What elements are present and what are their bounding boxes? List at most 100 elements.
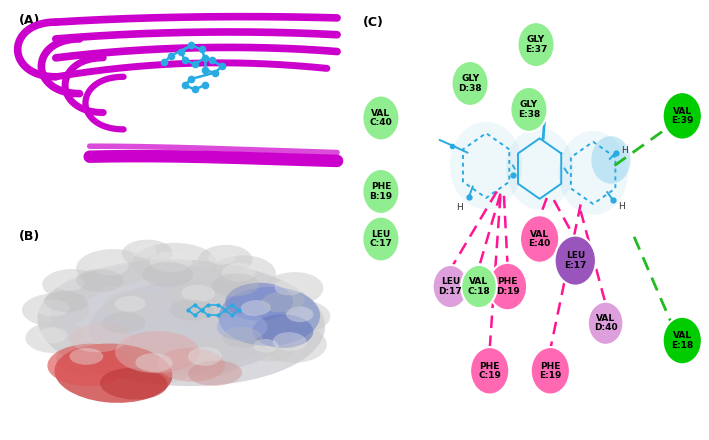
Ellipse shape (37, 327, 67, 343)
Ellipse shape (35, 300, 69, 316)
Ellipse shape (174, 340, 242, 378)
Ellipse shape (69, 323, 130, 352)
Ellipse shape (252, 314, 313, 348)
Ellipse shape (229, 294, 289, 326)
Ellipse shape (132, 243, 217, 285)
Text: VAL
C:18: VAL C:18 (468, 277, 491, 296)
Text: GLY
E:38: GLY E:38 (518, 100, 540, 118)
Ellipse shape (69, 348, 104, 365)
Circle shape (362, 95, 399, 140)
Circle shape (588, 302, 623, 345)
Text: PHE
B:19: PHE B:19 (369, 182, 393, 201)
Circle shape (520, 215, 559, 263)
Ellipse shape (169, 300, 213, 321)
Ellipse shape (222, 263, 256, 282)
Ellipse shape (56, 341, 123, 375)
Ellipse shape (100, 368, 167, 400)
Text: VAL
E:39: VAL E:39 (671, 106, 693, 125)
Text: PHE
C:19: PHE C:19 (479, 362, 501, 380)
Text: H: H (456, 202, 462, 212)
Ellipse shape (240, 300, 271, 316)
Text: VAL
E:40: VAL E:40 (528, 230, 551, 248)
Ellipse shape (91, 257, 128, 275)
Ellipse shape (273, 332, 306, 351)
Text: LEU
C:17: LEU C:17 (369, 230, 392, 248)
Text: (C): (C) (363, 16, 384, 29)
Circle shape (591, 136, 630, 183)
Circle shape (663, 317, 702, 364)
Ellipse shape (261, 291, 305, 312)
Text: VAL
D:40: VAL D:40 (593, 314, 618, 333)
Circle shape (470, 347, 509, 395)
Circle shape (362, 169, 399, 214)
Ellipse shape (48, 344, 132, 386)
Ellipse shape (143, 262, 193, 287)
Circle shape (432, 265, 469, 308)
Ellipse shape (121, 346, 195, 384)
Ellipse shape (50, 263, 286, 370)
Ellipse shape (55, 344, 172, 403)
Circle shape (450, 122, 523, 209)
Ellipse shape (43, 269, 104, 301)
Ellipse shape (22, 293, 89, 327)
Ellipse shape (157, 348, 225, 381)
Ellipse shape (286, 306, 313, 322)
Ellipse shape (122, 240, 173, 267)
Ellipse shape (259, 325, 327, 363)
Ellipse shape (182, 285, 215, 302)
Ellipse shape (276, 301, 330, 332)
Text: VAL
E:18: VAL E:18 (671, 331, 693, 350)
Ellipse shape (208, 255, 276, 293)
Ellipse shape (274, 279, 305, 295)
Ellipse shape (76, 249, 151, 287)
Circle shape (452, 61, 489, 106)
Text: LEU
E:17: LEU E:17 (564, 251, 586, 270)
Circle shape (488, 263, 527, 310)
Ellipse shape (218, 287, 320, 346)
Ellipse shape (263, 272, 323, 306)
Circle shape (531, 347, 570, 395)
Ellipse shape (188, 360, 242, 386)
Text: LEU
D:17: LEU D:17 (439, 277, 462, 296)
Ellipse shape (90, 279, 293, 374)
Ellipse shape (104, 290, 164, 322)
Ellipse shape (253, 339, 279, 353)
Ellipse shape (44, 291, 88, 312)
Text: PHE
D:19: PHE D:19 (496, 277, 520, 296)
Ellipse shape (168, 279, 235, 312)
Circle shape (518, 22, 554, 67)
Ellipse shape (115, 331, 200, 373)
Ellipse shape (54, 275, 84, 291)
Ellipse shape (244, 334, 295, 362)
Text: H: H (618, 202, 625, 211)
Ellipse shape (222, 327, 262, 348)
Ellipse shape (212, 273, 259, 297)
Ellipse shape (135, 353, 173, 372)
Text: PHE
E:19: PHE E:19 (539, 362, 562, 380)
Circle shape (559, 131, 627, 215)
Circle shape (510, 87, 547, 132)
Circle shape (554, 235, 596, 286)
Text: GLY
D:38: GLY D:38 (458, 74, 482, 93)
Text: H: H (621, 146, 627, 155)
Text: (B): (B) (18, 230, 40, 243)
Ellipse shape (115, 296, 145, 312)
Ellipse shape (26, 322, 86, 353)
Ellipse shape (188, 347, 222, 366)
Ellipse shape (208, 250, 235, 265)
Text: VAL
C:40: VAL C:40 (369, 109, 392, 127)
Ellipse shape (131, 244, 157, 258)
Circle shape (663, 92, 702, 139)
Ellipse shape (225, 283, 293, 321)
Ellipse shape (76, 269, 123, 292)
Circle shape (362, 216, 399, 261)
Ellipse shape (198, 245, 252, 275)
Ellipse shape (38, 259, 325, 386)
Ellipse shape (101, 312, 145, 333)
Circle shape (461, 265, 497, 308)
Ellipse shape (150, 251, 192, 272)
Circle shape (506, 128, 574, 209)
Ellipse shape (217, 313, 267, 341)
Text: GLY
E:37: GLY E:37 (525, 35, 547, 54)
Text: (A): (A) (18, 14, 40, 27)
